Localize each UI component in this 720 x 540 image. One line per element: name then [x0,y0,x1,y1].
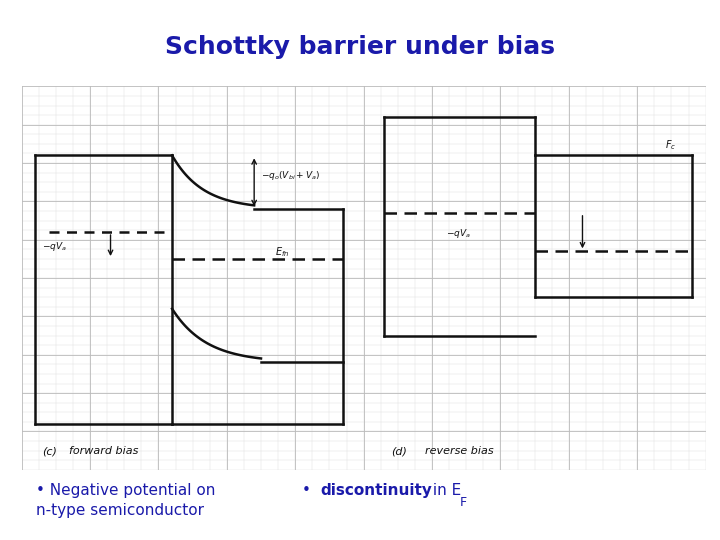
Text: n-type semiconductor: n-type semiconductor [36,503,204,518]
Text: discontinuity: discontinuity [320,483,432,498]
Text: $-qV_a$: $-qV_a$ [446,227,471,240]
Text: • Negative potential on: • Negative potential on [36,483,215,498]
Text: (d): (d) [391,447,407,456]
Text: forward bias: forward bias [69,447,139,456]
Text: (c): (c) [42,447,57,456]
Text: •: • [302,483,316,498]
Text: reverse bias: reverse bias [425,447,494,456]
Text: F: F [459,496,467,509]
Text: in E: in E [428,483,462,498]
Text: Schottky barrier under bias: Schottky barrier under bias [165,35,555,59]
Text: $E_{fn}$: $E_{fn}$ [275,245,289,259]
Text: $-q_o(V_{bi}+V_a)$: $-q_o(V_{bi}+V_a)$ [261,170,320,183]
Text: $-qV_a$: $-qV_a$ [42,240,67,253]
Text: $F_c$: $F_c$ [665,138,676,152]
